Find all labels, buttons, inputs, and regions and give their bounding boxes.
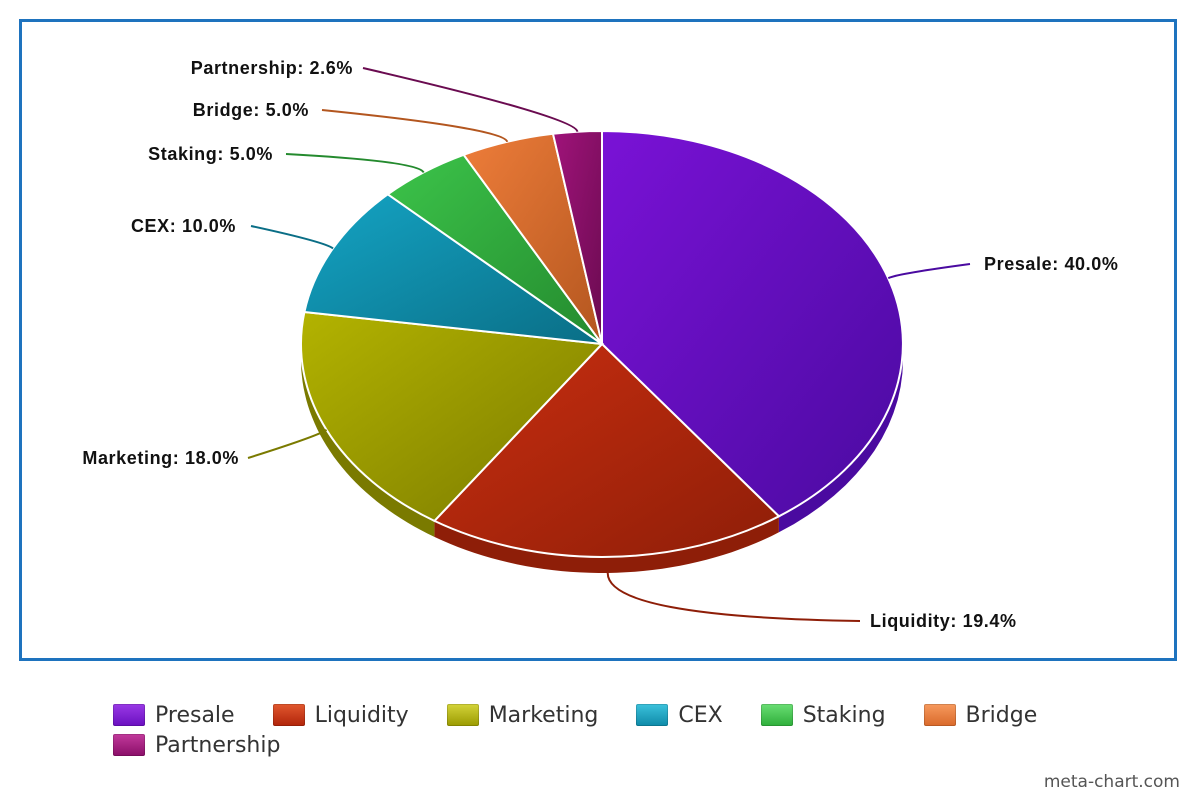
legend-label-bridge: Bridge [965, 702, 1038, 728]
slice-label-bridge: Bridge: 5.0% [193, 100, 309, 120]
legend-item-bridge[interactable]: Bridge [923, 702, 1038, 728]
legend-swatch-liquidity [272, 704, 305, 726]
legend-label-partnership: Partnership [155, 732, 281, 758]
chart-frame: Presale: 40.0% Liquidity: 19.4% Marketing:… [19, 19, 1177, 661]
slice-label-marketing: Marketing: 18.0% [82, 448, 239, 468]
legend-swatch-bridge [923, 704, 956, 726]
legend-label-liquidity: Liquidity [314, 702, 409, 728]
slice-label-cex: CEX: 10.0% [131, 216, 236, 236]
leader-line-marketing [247, 428, 328, 459]
pie-slices [300, 129, 904, 558]
legend-swatch-cex [636, 704, 669, 726]
legend-item-cex[interactable]: CEX [636, 702, 723, 728]
legend-row-2: Partnership [113, 730, 1113, 760]
legend-item-liquidity[interactable]: Liquidity [272, 702, 409, 728]
slice-presale[interactable] [601, 129, 904, 518]
slice-labels: Presale: 40.0% Liquidity: 19.4% Marketing:… [82, 58, 1118, 631]
legend-swatch-marketing [446, 704, 479, 726]
legend-label-marketing: Marketing [488, 702, 599, 728]
slice-label-staking: Staking: 5.0% [148, 144, 273, 164]
slice-label-partnership: Partnership: 2.6% [191, 58, 353, 78]
legend-row-1: Presale Liquidity Marketing CEX Staking … [113, 700, 1113, 730]
legend-item-staking[interactable]: Staking [760, 702, 886, 728]
leader-line-bridge [321, 109, 509, 143]
leader-line-staking [285, 153, 425, 174]
legend: Presale Liquidity Marketing CEX Staking … [113, 700, 1113, 760]
legend-swatch-staking [760, 704, 793, 726]
slice-label-presale: Presale: 40.0% [984, 254, 1119, 274]
legend-item-partnership[interactable]: Partnership [113, 733, 280, 758]
legend-label-staking: Staking [802, 702, 886, 728]
legend-swatch-partnership [113, 734, 145, 756]
legend-item-presale[interactable]: Presale [113, 703, 235, 728]
leader-line-liquidity [606, 572, 861, 622]
leader-line-cex [250, 225, 334, 250]
leader-line-partnership [362, 67, 579, 133]
slice-marketing[interactable] [300, 310, 605, 523]
slice-side-liquidity [434, 516, 779, 573]
slice-label-liquidity: Liquidity: 19.4% [870, 611, 1017, 631]
pie-chart: Presale: 40.0% Liquidity: 19.4% Marketing:… [82, 58, 1118, 631]
legend-label-presale: Presale [155, 702, 235, 728]
credit-text: meta-chart.com [1043, 772, 1180, 792]
legend-label-cex: CEX [678, 702, 723, 728]
legend-swatch-presale [113, 704, 145, 726]
leader-lines [247, 67, 971, 622]
slice-liquidity[interactable] [432, 342, 781, 558]
leader-line-presale [887, 263, 971, 280]
legend-item-marketing[interactable]: Marketing [446, 702, 599, 728]
